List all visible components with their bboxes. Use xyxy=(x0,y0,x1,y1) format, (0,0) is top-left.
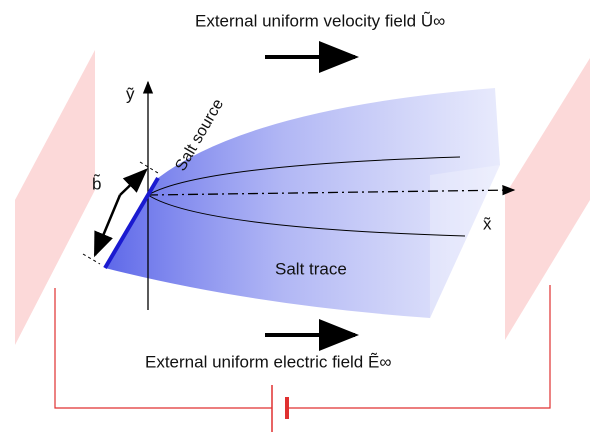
x-axis-label: x̃ xyxy=(483,214,492,233)
y-axis-label: ỹ xyxy=(126,84,135,103)
x-axis xyxy=(147,184,516,196)
velocity-label: External uniform velocity field Ũ∞ xyxy=(195,11,445,30)
plume-face xyxy=(430,165,500,318)
salt-trace xyxy=(105,88,500,318)
dim-tick xyxy=(139,161,159,174)
right-electrode xyxy=(505,58,590,340)
boundary-curve xyxy=(147,194,466,237)
boundary-curve xyxy=(147,156,461,196)
width-label: b̃ xyxy=(92,174,101,194)
width-arrow xyxy=(93,194,122,258)
salt-source-line xyxy=(103,176,160,270)
width-arrow xyxy=(119,168,148,196)
salt-trace-label: Salt trace xyxy=(275,259,347,278)
wire xyxy=(287,285,551,409)
electric-label: External uniform electric field Ẽ∞ xyxy=(145,352,391,371)
left-electrode xyxy=(15,50,95,345)
wire xyxy=(54,288,272,409)
dim-tick xyxy=(82,253,101,265)
